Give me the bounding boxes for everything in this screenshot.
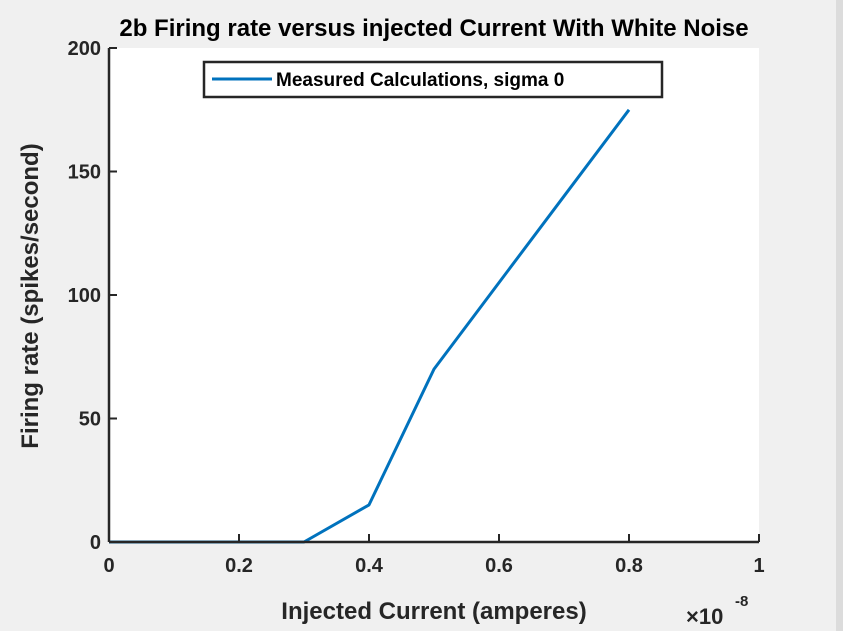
legend[interactable]: Measured Calculations, sigma 0 [202, 60, 664, 99]
y-tick-label: 150 [68, 162, 101, 184]
x-tick-label: 0.4 [355, 555, 384, 577]
x-tick-label: 0.6 [485, 555, 513, 577]
plot-area [109, 48, 759, 542]
x-tick-label: 1 [753, 555, 764, 577]
x-exponent-base: ×10 [686, 604, 723, 629]
y-axis-label: Firing rate (spikes/second) [17, 143, 44, 448]
y-tick-label: 0 [90, 532, 101, 554]
x-exponent-power: -8 [735, 593, 748, 610]
y-tick-label: 200 [68, 38, 101, 60]
chart-title: 2b Firing rate versus injected Current W… [119, 15, 748, 42]
x-tick-label: 0.2 [225, 555, 253, 577]
x-tick-label: 0.8 [615, 555, 643, 577]
y-tick-label: 100 [68, 285, 101, 307]
ticks-layer: 0 0.2 0.4 0.6 0.8 1 0 50 100 150 200 [68, 38, 765, 577]
y-tick-label: 50 [79, 409, 101, 431]
legend-label: Measured Calculations, sigma 0 [276, 70, 564, 91]
x-tick-label: 0 [103, 555, 114, 577]
x-axis-label: Injected Current (amperes) [281, 598, 586, 625]
legend-box [202, 60, 664, 99]
window-edge [836, 0, 843, 631]
x-axis-exponent: ×10 -8 [686, 593, 748, 629]
